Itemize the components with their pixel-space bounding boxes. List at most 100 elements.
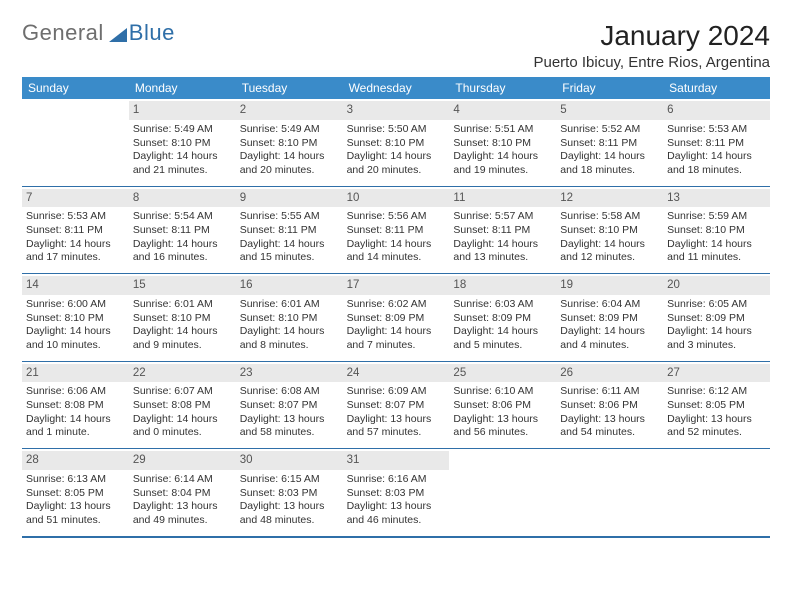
- day-number: 10: [343, 189, 450, 208]
- day-info-line: Daylight: 13 hours: [347, 500, 446, 514]
- day-info-line: Sunrise: 6:16 AM: [347, 473, 446, 487]
- weekday-header: Friday: [556, 77, 663, 99]
- day-info-line: and 3 minutes.: [667, 339, 766, 353]
- day-info-line: Daylight: 14 hours: [667, 325, 766, 339]
- day-number: 1: [129, 101, 236, 120]
- day-info-line: Sunset: 8:11 PM: [133, 224, 232, 238]
- day-info-line: and 5 minutes.: [453, 339, 552, 353]
- day-cell: 10Sunrise: 5:56 AMSunset: 8:11 PMDayligh…: [343, 187, 450, 274]
- day-info-line: Daylight: 14 hours: [26, 325, 125, 339]
- day-info-line: Sunset: 8:11 PM: [347, 224, 446, 238]
- day-info-line: and 19 minutes.: [453, 164, 552, 178]
- day-info-line: and 4 minutes.: [560, 339, 659, 353]
- day-info-line: and 17 minutes.: [26, 251, 125, 265]
- day-number: 24: [343, 364, 450, 383]
- day-info-line: Sunrise: 6:13 AM: [26, 473, 125, 487]
- day-cell: 11Sunrise: 5:57 AMSunset: 8:11 PMDayligh…: [449, 187, 556, 274]
- day-cell: 25Sunrise: 6:10 AMSunset: 8:06 PMDayligh…: [449, 362, 556, 449]
- day-info-line: Sunset: 8:03 PM: [347, 487, 446, 501]
- day-info-line: and 10 minutes.: [26, 339, 125, 353]
- day-number: 18: [449, 276, 556, 295]
- day-info-line: Sunrise: 6:01 AM: [240, 298, 339, 312]
- weekday-header: Wednesday: [343, 77, 450, 99]
- day-info-line: Sunset: 8:11 PM: [26, 224, 125, 238]
- day-cell: 5Sunrise: 5:52 AMSunset: 8:11 PMDaylight…: [556, 99, 663, 186]
- day-cell: 29Sunrise: 6:14 AMSunset: 8:04 PMDayligh…: [129, 449, 236, 536]
- day-number: 26: [556, 364, 663, 383]
- day-cell: [449, 449, 556, 536]
- day-info-line: Daylight: 14 hours: [240, 238, 339, 252]
- weekday-header: Tuesday: [236, 77, 343, 99]
- day-cell: 2Sunrise: 5:49 AMSunset: 8:10 PMDaylight…: [236, 99, 343, 186]
- calendar: SundayMondayTuesdayWednesdayThursdayFrid…: [22, 77, 770, 538]
- day-info-line: Daylight: 14 hours: [347, 150, 446, 164]
- day-number: 6: [663, 101, 770, 120]
- day-cell: 7Sunrise: 5:53 AMSunset: 8:11 PMDaylight…: [22, 187, 129, 274]
- day-info-line: Sunset: 8:11 PM: [453, 224, 552, 238]
- day-info-line: Sunrise: 5:54 AM: [133, 210, 232, 224]
- day-info-line: Sunset: 8:10 PM: [240, 312, 339, 326]
- day-number: 21: [22, 364, 129, 383]
- day-number: 17: [343, 276, 450, 295]
- day-info-line: and 11 minutes.: [667, 251, 766, 265]
- day-info-line: Sunset: 8:10 PM: [240, 137, 339, 151]
- day-cell: 22Sunrise: 6:07 AMSunset: 8:08 PMDayligh…: [129, 362, 236, 449]
- day-info-line: Sunrise: 5:53 AM: [26, 210, 125, 224]
- day-info-line: Sunrise: 6:03 AM: [453, 298, 552, 312]
- day-cell: 8Sunrise: 5:54 AMSunset: 8:11 PMDaylight…: [129, 187, 236, 274]
- day-info-line: and 7 minutes.: [347, 339, 446, 353]
- day-info-line: Daylight: 14 hours: [453, 325, 552, 339]
- day-info-line: and 12 minutes.: [560, 251, 659, 265]
- day-info-line: and 21 minutes.: [133, 164, 232, 178]
- day-info-line: Sunrise: 6:12 AM: [667, 385, 766, 399]
- day-info-line: Daylight: 13 hours: [667, 413, 766, 427]
- day-cell: 30Sunrise: 6:15 AMSunset: 8:03 PMDayligh…: [236, 449, 343, 536]
- day-info-line: Daylight: 14 hours: [133, 325, 232, 339]
- day-info-line: Sunset: 8:10 PM: [560, 224, 659, 238]
- day-info-line: Sunset: 8:10 PM: [453, 137, 552, 151]
- day-info-line: Sunrise: 5:52 AM: [560, 123, 659, 137]
- day-info-line: and 1 minute.: [26, 426, 125, 440]
- day-info-line: and 15 minutes.: [240, 251, 339, 265]
- day-info-line: Sunset: 8:07 PM: [347, 399, 446, 413]
- day-cell: 17Sunrise: 6:02 AMSunset: 8:09 PMDayligh…: [343, 274, 450, 361]
- day-cell: 21Sunrise: 6:06 AMSunset: 8:08 PMDayligh…: [22, 362, 129, 449]
- day-number: 29: [129, 451, 236, 470]
- day-cell: 1Sunrise: 5:49 AMSunset: 8:10 PMDaylight…: [129, 99, 236, 186]
- day-number: 3: [343, 101, 450, 120]
- day-info-line: and 8 minutes.: [240, 339, 339, 353]
- week-row: 28Sunrise: 6:13 AMSunset: 8:05 PMDayligh…: [22, 449, 770, 536]
- day-info-line: Sunset: 8:08 PM: [26, 399, 125, 413]
- day-info-line: Sunrise: 5:49 AM: [133, 123, 232, 137]
- day-number: 25: [449, 364, 556, 383]
- day-cell: 28Sunrise: 6:13 AMSunset: 8:05 PMDayligh…: [22, 449, 129, 536]
- day-info-line: and 49 minutes.: [133, 514, 232, 528]
- day-info-line: Daylight: 13 hours: [26, 500, 125, 514]
- day-info-line: Sunset: 8:05 PM: [667, 399, 766, 413]
- day-cell: 23Sunrise: 6:08 AMSunset: 8:07 PMDayligh…: [236, 362, 343, 449]
- day-info-line: Daylight: 14 hours: [453, 150, 552, 164]
- weekday-header: Saturday: [663, 77, 770, 99]
- day-info-line: Daylight: 13 hours: [347, 413, 446, 427]
- day-info-line: Sunrise: 6:01 AM: [133, 298, 232, 312]
- day-info-line: Sunset: 8:11 PM: [667, 137, 766, 151]
- day-info-line: and 57 minutes.: [347, 426, 446, 440]
- day-info-line: Daylight: 14 hours: [667, 238, 766, 252]
- day-info-line: and 20 minutes.: [240, 164, 339, 178]
- day-info-line: and 0 minutes.: [133, 426, 232, 440]
- location-label: Puerto Ibicuy, Entre Rios, Argentina: [533, 54, 770, 71]
- day-info-line: Sunrise: 6:10 AM: [453, 385, 552, 399]
- day-info-line: Sunset: 8:09 PM: [453, 312, 552, 326]
- day-info-line: Daylight: 13 hours: [240, 500, 339, 514]
- day-info-line: Daylight: 14 hours: [133, 238, 232, 252]
- day-info-line: and 54 minutes.: [560, 426, 659, 440]
- day-number: 13: [663, 189, 770, 208]
- day-info-line: Sunrise: 5:49 AM: [240, 123, 339, 137]
- day-info-line: Daylight: 14 hours: [560, 150, 659, 164]
- day-info-line: Sunset: 8:10 PM: [133, 137, 232, 151]
- day-info-line: Sunrise: 6:00 AM: [26, 298, 125, 312]
- weeks-container: 1Sunrise: 5:49 AMSunset: 8:10 PMDaylight…: [22, 99, 770, 536]
- day-info-line: Daylight: 14 hours: [240, 150, 339, 164]
- day-number: 9: [236, 189, 343, 208]
- day-number: 7: [22, 189, 129, 208]
